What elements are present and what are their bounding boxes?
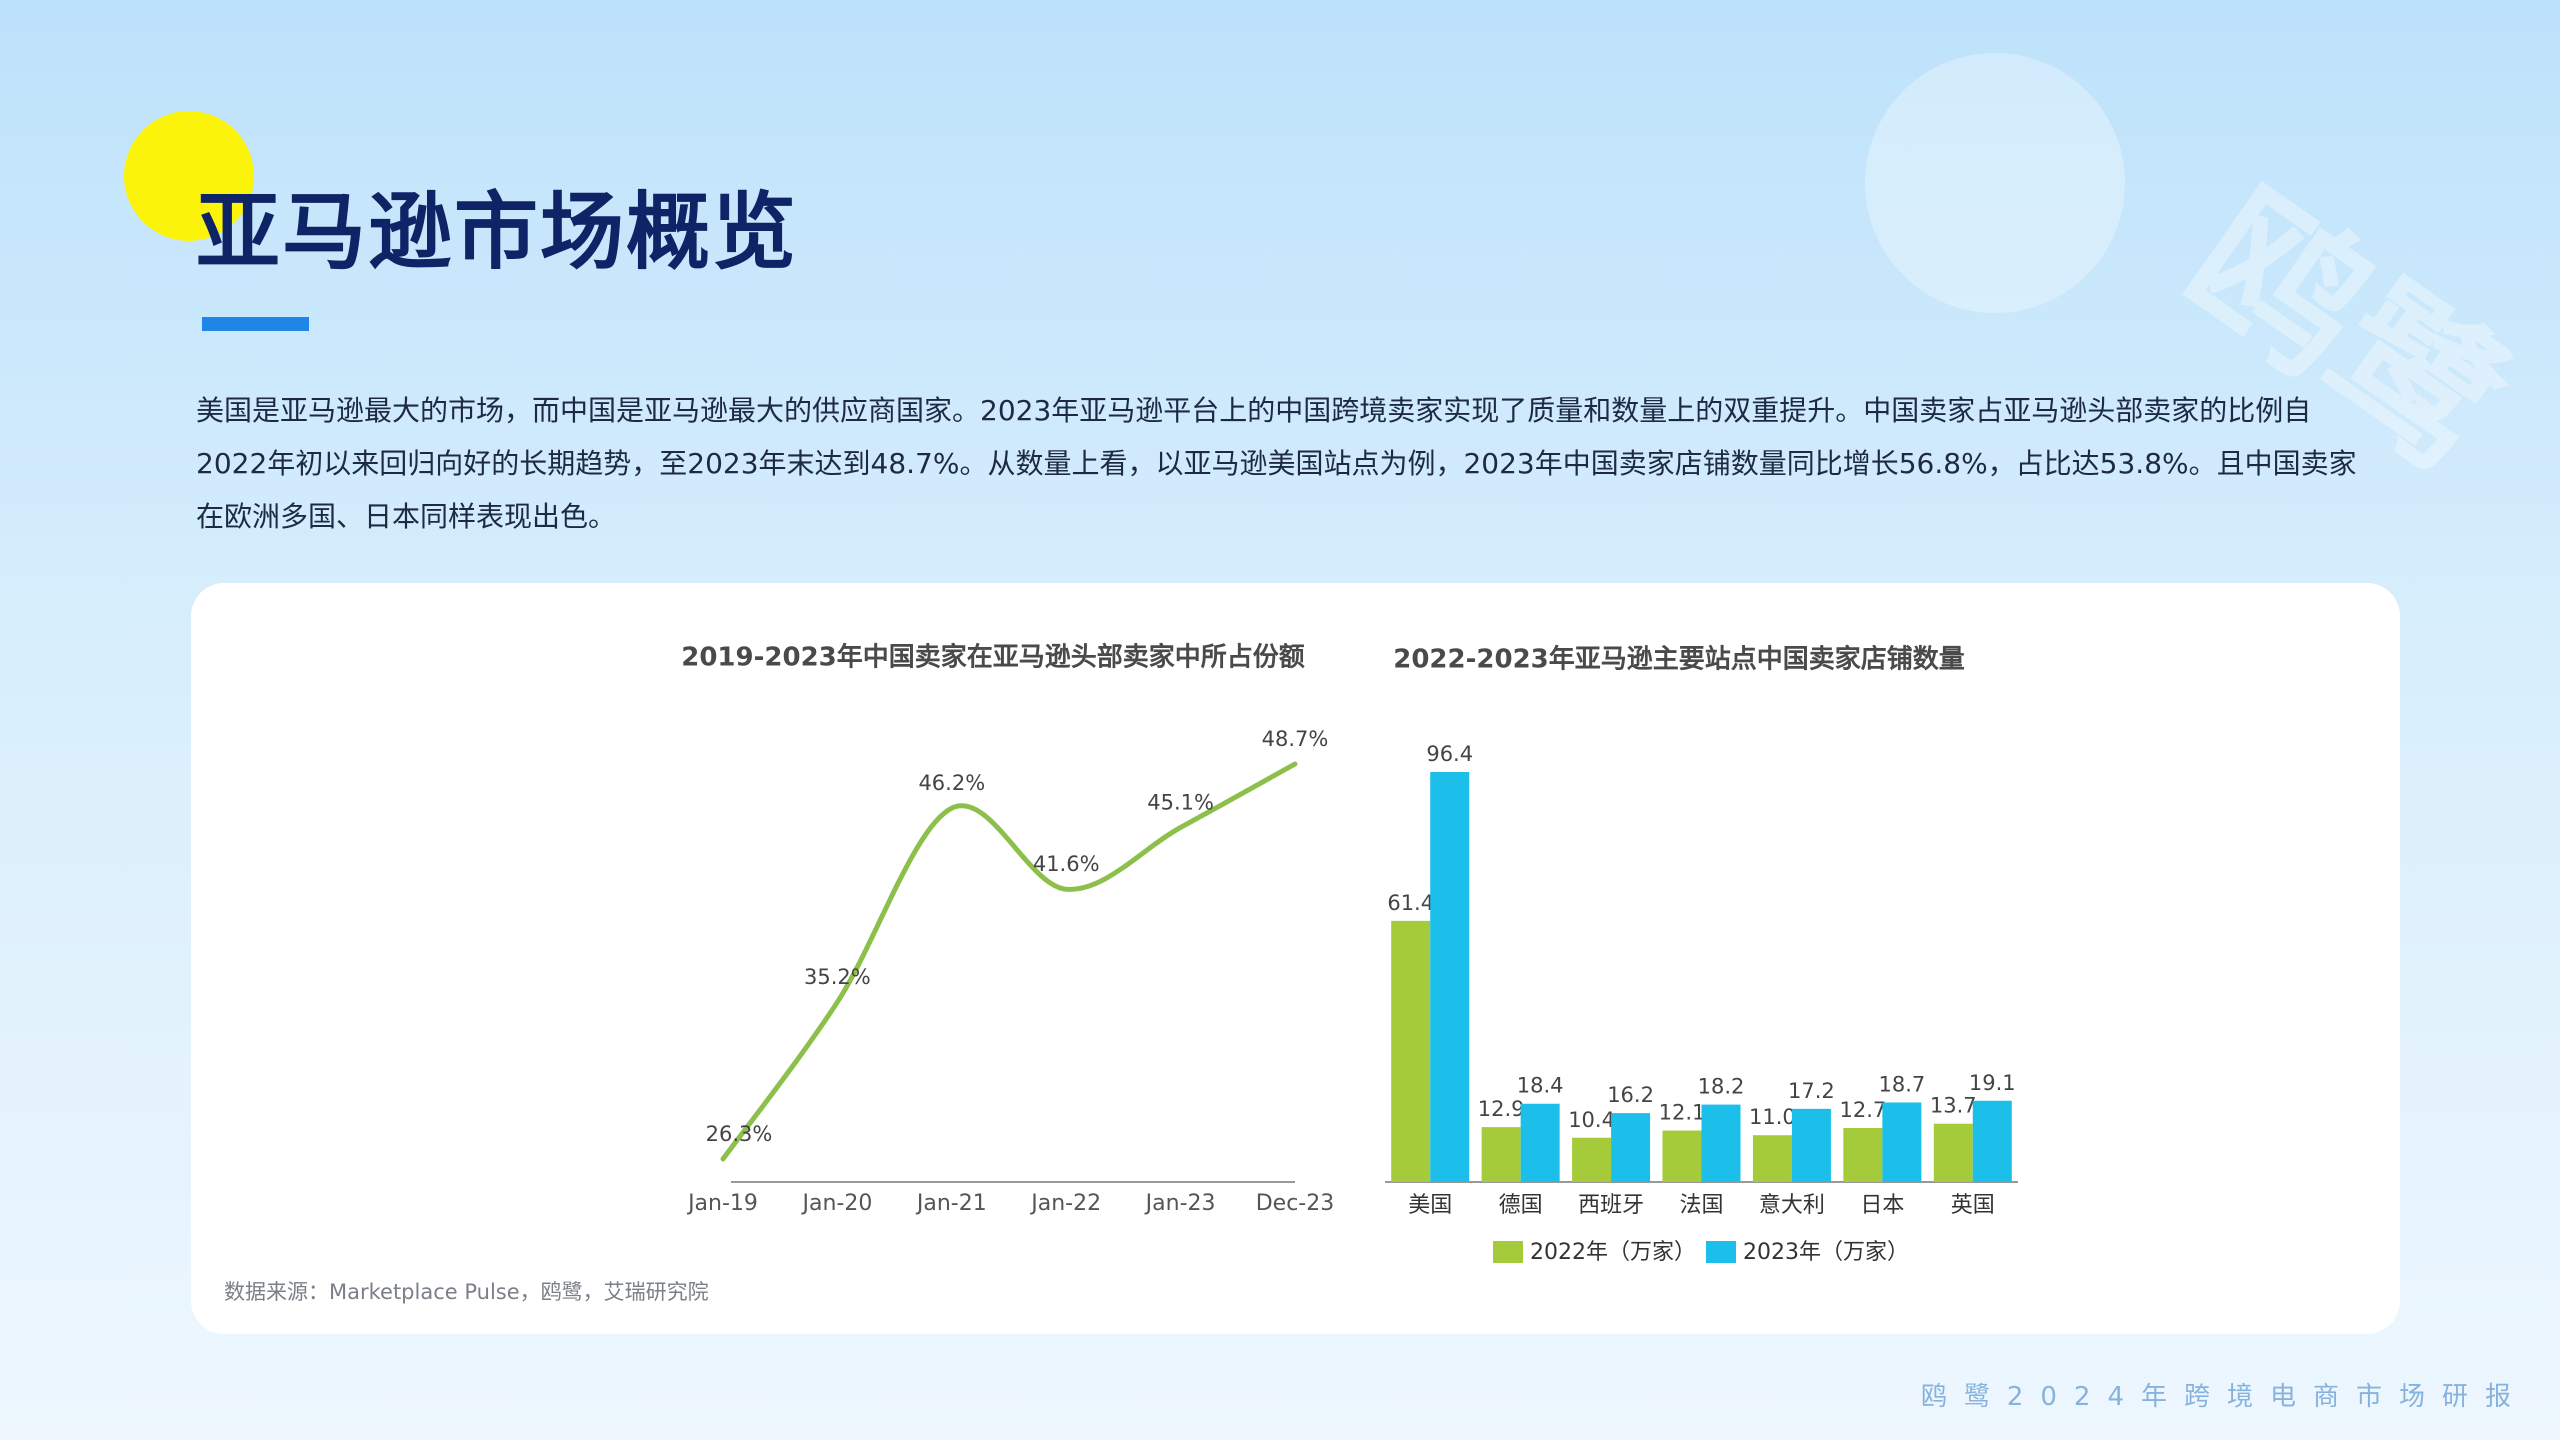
x-tick-label: 德国 (1499, 1193, 1543, 1218)
x-tick-label: Jan-20 (800, 1191, 872, 1216)
data-label: 12.9 (1478, 1097, 1525, 1121)
data-label: 41.6% (1033, 852, 1100, 876)
data-label: 12.7 (1839, 1098, 1886, 1122)
logo-watermark (1865, 53, 2125, 313)
bar (1933, 1123, 1973, 1182)
bar (1752, 1135, 1792, 1182)
source-note: 数据来源：Marketplace Pulse，鸥鹭，艾瑞研究院 (224, 1280, 709, 1304)
bar (1843, 1127, 1883, 1182)
data-label: 17.2 (1788, 1079, 1835, 1103)
data-label: 35.2% (804, 965, 871, 989)
legend-label: 2023年（万家） (1743, 1240, 1909, 1265)
x-tick-label: 法国 (1679, 1193, 1723, 1218)
data-label: 46.2% (918, 771, 985, 795)
data-label: 10.4 (1568, 1108, 1615, 1132)
data-label: 45.1% (1147, 790, 1214, 814)
bar (1611, 1113, 1651, 1182)
legend-swatch (1706, 1241, 1736, 1263)
bar (1430, 772, 1470, 1182)
data-label: 13.7 (1930, 1094, 1977, 1118)
data-label: 11.0 (1749, 1105, 1796, 1129)
bar (1662, 1130, 1702, 1182)
data-label: 18.2 (1698, 1075, 1745, 1099)
decor-dot (124, 111, 254, 241)
x-tick-label: Jan-21 (915, 1191, 987, 1216)
data-label: 18.7 (1878, 1072, 1925, 1096)
bar (1481, 1127, 1521, 1182)
bar (1391, 920, 1431, 1182)
legend-label: 2022年（万家） (1530, 1240, 1696, 1265)
data-label: 48.7% (1262, 727, 1329, 751)
x-tick-label: Dec-23 (1256, 1191, 1335, 1216)
title-underline (202, 317, 309, 331)
footer: 鸥鹭2024年跨境电商市场研报 (1920, 1382, 2528, 1412)
bar (1972, 1100, 2012, 1182)
bar (1882, 1102, 1922, 1182)
data-label: 16.2 (1607, 1083, 1654, 1107)
bar (1791, 1108, 1831, 1182)
x-tick-label: 美国 (1408, 1193, 1452, 1218)
x-tick-label: Jan-22 (1029, 1191, 1101, 1216)
data-label: 19.1 (1969, 1071, 2016, 1095)
body-text: 美国是亚马逊最大的市场，而中国是亚马逊最大的供应商国家。2023年亚马逊平台上的… (196, 394, 2357, 533)
data-label: 12.1 (1659, 1101, 1706, 1125)
bar (1572, 1137, 1612, 1182)
chart-title: 2019-2023年中国卖家在亚马逊头部卖家中所占份额 (681, 642, 1305, 673)
data-label: 61.4 (1387, 891, 1434, 915)
line (720, 761, 1298, 1162)
legend-swatch (1493, 1241, 1523, 1263)
bar (1701, 1104, 1741, 1182)
bar (1520, 1103, 1560, 1182)
x-tick-label: 英国 (1951, 1193, 1995, 1218)
x-tick-label: 西班牙 (1578, 1193, 1644, 1218)
data-label: 96.4 (1426, 742, 1473, 766)
x-tick-label: 日本 (1860, 1193, 1904, 1218)
x-tick-label: Jan-19 (686, 1191, 758, 1216)
data-label: 26.3% (706, 1122, 773, 1146)
data-label: 18.4 (1517, 1074, 1564, 1098)
chart-title: 2022-2023年亚马逊主要站点中国卖家店铺数量 (1393, 644, 1965, 675)
x-tick-label: 意大利 (1759, 1193, 1825, 1218)
card (191, 583, 2400, 1334)
x-tick-label: Jan-23 (1144, 1191, 1216, 1216)
page-title: 亚马逊市场概览 (196, 183, 799, 281)
